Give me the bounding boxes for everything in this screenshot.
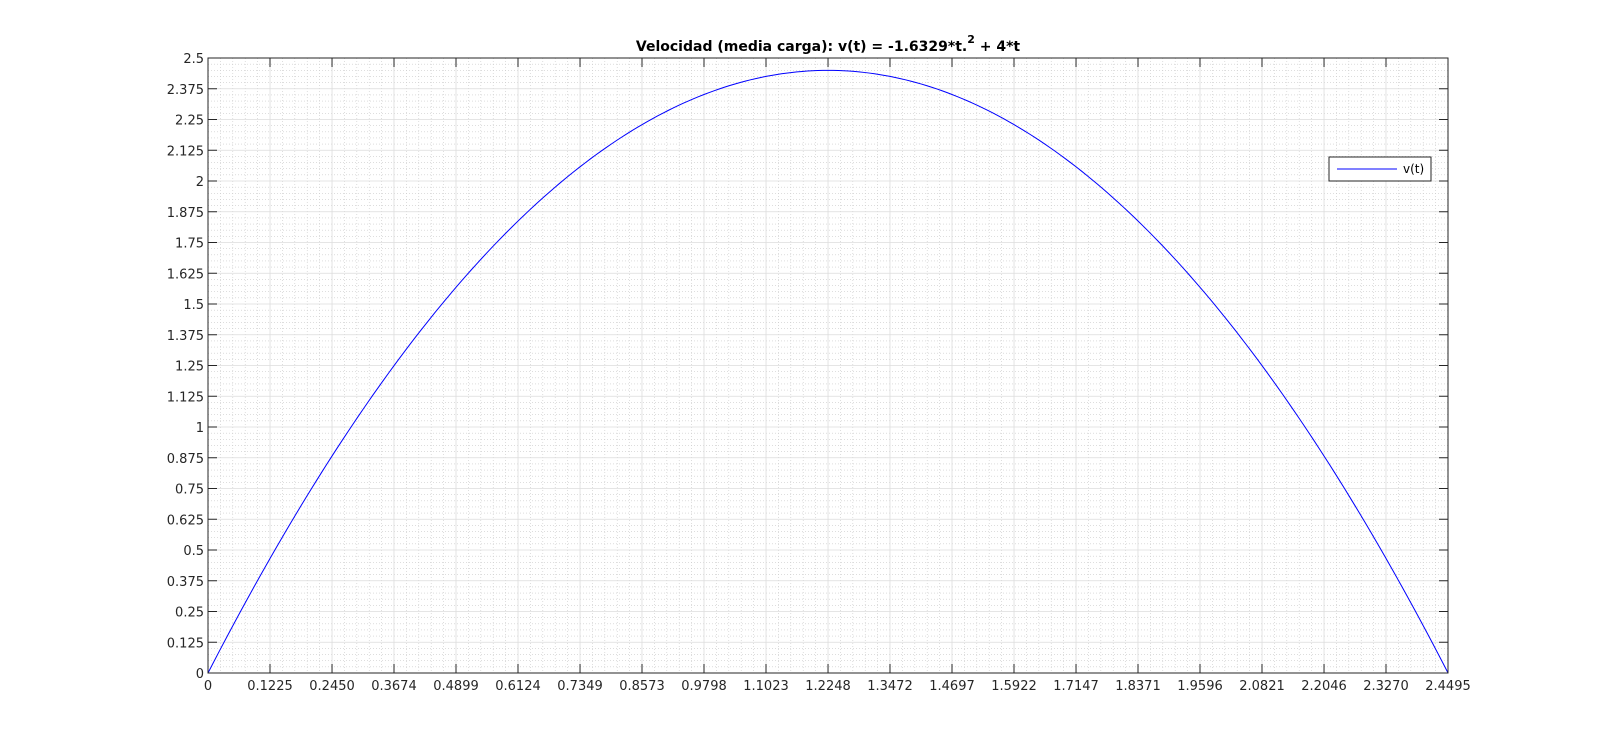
y-tick-label: 1.375 (167, 329, 204, 344)
x-tick-label: 1.7147 (1053, 679, 1099, 694)
y-tick-label: 1.625 (167, 267, 204, 282)
y-tick-label: 1.75 (175, 237, 204, 252)
y-tick-label: 1 (196, 421, 204, 436)
y-tick-label: 2.125 (167, 144, 204, 159)
x-tick-label: 0.4899 (433, 679, 479, 694)
chart-title-exponent: 2 (967, 33, 975, 46)
y-tick-label: 2.375 (167, 83, 204, 98)
y-tick-label: 0.375 (167, 575, 204, 590)
y-tick-label: 1.875 (167, 206, 204, 221)
y-tick-label: 0.25 (175, 606, 204, 621)
y-tick-label: 2 (196, 175, 204, 190)
chart-title-main: Velocidad (media carga): v(t) = -1.6329*… (636, 39, 967, 55)
y-tick-label: 1.25 (175, 360, 204, 375)
legend: v(t) (1328, 156, 1432, 182)
x-tick-label: 0.2450 (309, 679, 355, 694)
x-tick-label: 2.2046 (1301, 679, 1347, 694)
y-tick-label: 1.125 (167, 390, 204, 405)
x-tick-label: 0.9798 (681, 679, 727, 694)
x-tick-label: 0.1225 (247, 679, 293, 694)
x-tick-label: 1.3472 (867, 679, 913, 694)
chart-title: Velocidad (media carga): v(t) = -1.6329*… (636, 33, 1021, 55)
x-tick-label: 2.0821 (1239, 679, 1285, 694)
x-tick-label: 1.9596 (1177, 679, 1223, 694)
x-tick-label: 2.4495 (1425, 679, 1471, 694)
x-tick-label: 1.1023 (743, 679, 789, 694)
x-tick-label: 0 (204, 679, 212, 694)
y-tick-label: 0.125 (167, 636, 204, 651)
legend-label-v-t: v(t) (1403, 162, 1424, 176)
major-grid (208, 58, 1448, 673)
y-tick-label: 0 (196, 667, 204, 682)
x-tick-label: 0.7349 (557, 679, 603, 694)
x-tick-label: 0.3674 (371, 679, 417, 694)
series-line-v-t (207, 69, 1449, 674)
y-tick-label: 0.75 (175, 483, 204, 498)
x-tick-label: 2.3270 (1363, 679, 1409, 694)
x-axis-ticks (207, 58, 1449, 673)
chart-title-suffix: + 4*t (975, 39, 1021, 55)
x-tick-label: 1.5922 (991, 679, 1037, 694)
x-tick-label: 0.6124 (495, 679, 541, 694)
y-tick-label: 0.875 (167, 452, 204, 467)
y-axis-ticks (208, 57, 1448, 674)
y-tick-label: 0.625 (167, 513, 204, 528)
x-axis-tick-labels: 0 0.1225 0.2450 0.3674 0.4899 0.6124 0.7349 0.8… (204, 679, 1471, 694)
x-tick-label: 1.2248 (805, 679, 851, 694)
y-axis-tick-labels: 0 0.125 0.25 0.375 0.5 0.625 0.75 0.875 1 1.125 1.… (167, 52, 204, 682)
y-tick-label: 2.5 (183, 52, 204, 67)
x-tick-label: 1.4697 (929, 679, 975, 694)
y-tick-label: 1.5 (183, 298, 204, 313)
y-tick-label: 2.25 (175, 114, 204, 129)
y-tick-label: 0.5 (183, 544, 204, 559)
x-tick-label: 0.8573 (619, 679, 665, 694)
x-tick-label: 1.8371 (1115, 679, 1161, 694)
